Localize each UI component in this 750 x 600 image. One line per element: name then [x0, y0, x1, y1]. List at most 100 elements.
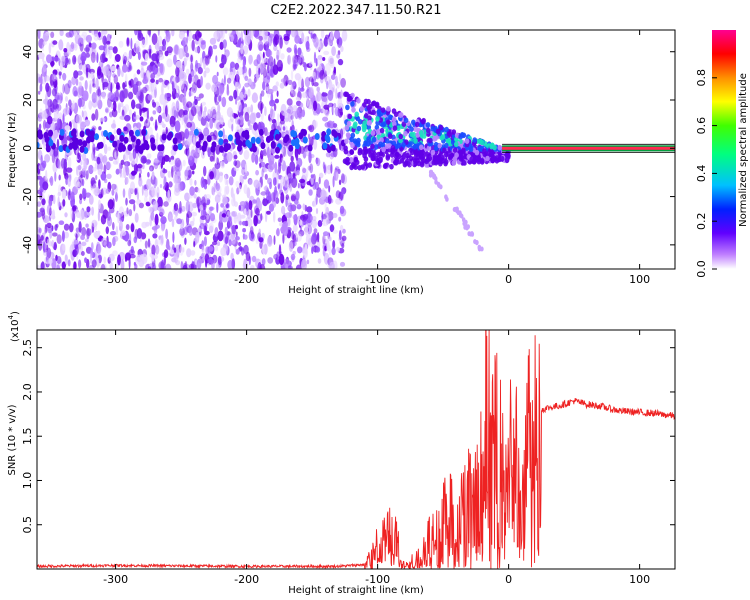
heatmap-cell	[70, 208, 73, 220]
heatmap-cell	[306, 181, 312, 186]
heatmap-cell	[292, 105, 298, 111]
heatmap-cell	[273, 103, 277, 112]
heatmap-cell	[291, 81, 296, 87]
heatmap-cell	[204, 67, 210, 74]
heatmap-cell	[497, 144, 503, 151]
heatmap-cell	[213, 130, 218, 141]
heatmap-cell	[225, 203, 229, 209]
heatmap-cell	[299, 178, 306, 184]
heatmap-cell	[80, 51, 87, 62]
heatmap-cell	[91, 242, 94, 251]
heatmap-cell	[426, 145, 432, 151]
heatmap-cell	[167, 131, 173, 139]
heatmap-cell	[207, 147, 211, 158]
heatmap-cell	[133, 150, 136, 161]
heatmap-cell	[97, 243, 102, 256]
heatmap-cell	[59, 128, 65, 136]
heatmap-cell	[150, 137, 155, 145]
heatmap-cell	[340, 188, 346, 197]
heatmap-cell	[151, 33, 158, 45]
heatmap-cell	[178, 244, 182, 253]
heatmap-cell	[217, 255, 222, 266]
heatmap-cell	[79, 193, 83, 201]
heatmap-cell	[223, 232, 230, 245]
heatmap-cell	[51, 258, 57, 269]
heatmap-cell	[302, 203, 306, 211]
heatmap-cell	[292, 224, 298, 233]
heatmap-cell	[214, 162, 221, 170]
heatmap-cell	[341, 235, 347, 241]
heatmap-cell	[401, 121, 407, 127]
heatmap-cell	[324, 201, 327, 212]
heatmap-cell	[81, 110, 84, 118]
heatmap-cell	[49, 177, 53, 183]
heatmap-cell	[318, 176, 321, 185]
heatmap-cell	[57, 159, 61, 170]
heatmap-cell	[40, 261, 45, 269]
heatmap-cell	[63, 158, 68, 171]
heatmap-cell	[177, 143, 183, 151]
heatmap-cell	[243, 150, 250, 160]
heatmap-cell	[474, 149, 480, 156]
heatmap-cell	[107, 70, 111, 82]
heatmap-cell	[326, 80, 329, 90]
heatmap-cell	[333, 66, 336, 74]
heatmap-cell	[103, 164, 107, 174]
heatmap-cell	[255, 238, 259, 245]
heatmap-cell	[187, 201, 194, 213]
spectrogram-ytick-label: -20	[21, 188, 34, 206]
heatmap-cell	[250, 209, 253, 218]
heatmap-cell	[268, 133, 274, 141]
heatmap-cell	[190, 102, 193, 111]
heatmap-cell	[85, 238, 89, 243]
heatmap-cell	[276, 49, 280, 61]
heatmap-cell	[304, 223, 309, 236]
spectrogram-ytick-label: 40	[21, 45, 34, 59]
heatmap-cell	[412, 144, 418, 150]
heatmap-cell	[170, 123, 175, 131]
heatmap-cell	[421, 117, 427, 124]
heatmap-cell	[391, 108, 397, 114]
heatmap-cell	[42, 40, 47, 46]
heatmap-cell	[296, 107, 301, 114]
heatmap-cell	[67, 190, 71, 201]
heatmap-cell	[150, 116, 154, 122]
heatmap-cell	[128, 249, 135, 255]
snr-xtick-label: -300	[103, 573, 128, 586]
heatmap-cell	[337, 168, 341, 174]
heatmap-cell	[285, 212, 292, 218]
heatmap-cell	[330, 164, 333, 174]
heatmap-cell	[201, 246, 205, 253]
heatmap-cell	[194, 98, 198, 106]
heatmap-cell	[139, 254, 145, 265]
heatmap-cell	[260, 150, 266, 155]
heatmap-cell	[251, 30, 254, 41]
heatmap-cell	[75, 233, 78, 240]
heatmap-cell	[323, 50, 330, 56]
heatmap-cell	[124, 256, 128, 263]
heatmap-cell	[147, 94, 153, 101]
heatmap-cell	[124, 104, 130, 113]
heatmap-cell	[45, 75, 50, 82]
heatmap-cell	[351, 107, 356, 113]
heatmap-cell	[100, 188, 104, 198]
heatmap-cell	[138, 202, 144, 209]
heatmap-cell	[206, 214, 210, 220]
heatmap-cell	[139, 169, 142, 174]
heatmap-cell	[67, 156, 72, 168]
heatmap-cell	[332, 240, 336, 249]
heatmap-cell	[219, 211, 223, 223]
heatmap-cell	[161, 84, 164, 96]
heatmap-cell	[221, 213, 227, 218]
heatmap-cell	[253, 215, 258, 227]
heatmap-cell	[156, 132, 159, 142]
heatmap-cell	[129, 254, 136, 259]
heatmap-cell	[65, 106, 70, 116]
heatmap-cell	[105, 226, 110, 235]
heatmap-cell	[195, 59, 198, 72]
heatmap-cell	[244, 129, 250, 137]
heatmap-cell	[57, 192, 61, 197]
heatmap-cell	[66, 167, 73, 173]
heatmap-cell	[121, 109, 125, 118]
heatmap-cell	[226, 89, 230, 96]
